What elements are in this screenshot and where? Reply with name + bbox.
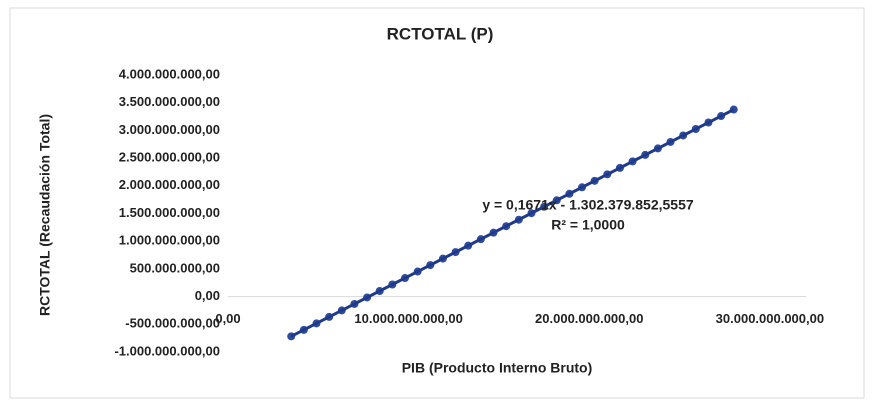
x-tick-label: 20.000.000.000,00	[535, 311, 643, 326]
trendline-equation: y = 0,1671x - 1.302.379.852,5557	[482, 197, 694, 213]
y-tick-label: 2.000.000.000,00	[119, 177, 220, 192]
trendline-r2: R² = 1,0000	[551, 217, 625, 233]
y-tick-label: 500.000.000,00	[130, 260, 220, 275]
x-tick-label: 30.000.000.000,00	[716, 311, 824, 326]
y-tick-label: 3.000.000.000,00	[119, 122, 220, 137]
x-tick-label: 0,00	[215, 311, 240, 326]
y-tick-label: -1.000.000.000,00	[114, 343, 220, 358]
x-tick-label: 10.000.000.000,00	[354, 311, 462, 326]
y-tick-label: -500.000.000,00	[125, 316, 220, 331]
y-tick-label: 0,00	[195, 288, 220, 303]
y-tick-label: 1.000.000.000,00	[119, 233, 220, 248]
y-tick-label: 1.500.000.000,00	[119, 205, 220, 220]
y-axis-label: RCTOTAL (Recaudación Total)	[37, 114, 53, 316]
y-tick-label: 2.500.000.000,00	[119, 150, 220, 165]
chart-title: RCTOTAL (P)	[387, 24, 494, 43]
x-axis-label: PIB (Producto Interno Bruto)	[402, 360, 593, 376]
trendline	[290, 108, 735, 338]
y-tick-label: 4.000.000.000,00	[119, 66, 220, 81]
chart-frame	[9, 7, 865, 399]
y-tick-label: 3.500.000.000,00	[119, 94, 220, 109]
